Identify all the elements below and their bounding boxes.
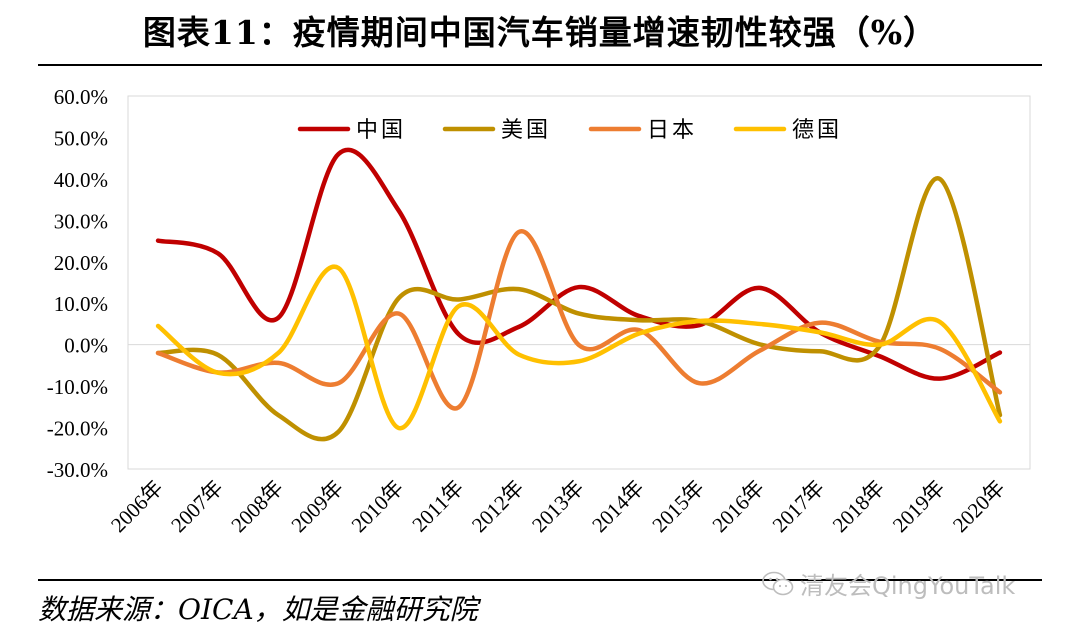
legend-label-4: 德国 (792, 118, 842, 143)
x-tick-label: 2011年 (407, 476, 468, 537)
x-tick-label: 2013年 (527, 476, 589, 538)
bottom-rule (38, 579, 1042, 581)
watermark: 清友会QingYouTalk (762, 566, 1015, 601)
y-tick-label: 50.0% (54, 126, 108, 150)
top-rule (38, 64, 1042, 66)
legend-label-1: 中国 (356, 118, 406, 143)
y-tick-label: 0.0% (64, 334, 108, 358)
series-line-3 (155, 229, 1003, 411)
x-tick-label: 2019年 (888, 476, 950, 538)
series-line-1 (155, 147, 1003, 381)
y-tick-label: -30.0% (47, 458, 108, 482)
x-tick-label: 2007年 (166, 476, 228, 538)
legend-label-2: 美国 (501, 118, 551, 143)
x-tick-label: 2017年 (768, 476, 830, 538)
x-tick-label: 2008年 (226, 476, 288, 538)
x-tick-label: 2010年 (347, 476, 409, 538)
y-tick-label: 20.0% (54, 251, 108, 275)
x-tick-label: 2014年 (587, 476, 649, 538)
series-line-2 (155, 176, 1003, 442)
y-tick-label: 30.0% (54, 209, 108, 233)
x-tick-label: 2016年 (707, 476, 769, 538)
x-tick-label: 2012年 (467, 476, 529, 538)
wechat-icon (762, 571, 794, 595)
legend-label-3: 日本 (647, 118, 697, 143)
watermark-text: 清友会QingYouTalk (800, 572, 1016, 600)
plot-area (127, 95, 1031, 470)
x-tick-label: 2006年 (106, 476, 168, 538)
y-tick-label: -10.0% (47, 375, 108, 399)
y-tick-label: 10.0% (54, 292, 108, 316)
y-tick-label: -20.0% (47, 417, 108, 441)
x-tick-label: 2015年 (647, 476, 709, 538)
chart-title: 图表11：疫情期间中国汽车销量增速韧性较强（%） (142, 13, 938, 52)
series-line-4 (155, 264, 1003, 431)
source-note: 数据来源：OICA，如是金融研究院 (38, 593, 478, 626)
x-tick-label: 2020年 (948, 476, 1010, 538)
x-tick-label: 2009年 (286, 476, 348, 538)
x-tick-label: 2018年 (828, 476, 890, 538)
y-tick-label: 40.0% (54, 168, 108, 192)
y-tick-label: 60.0% (54, 85, 108, 109)
